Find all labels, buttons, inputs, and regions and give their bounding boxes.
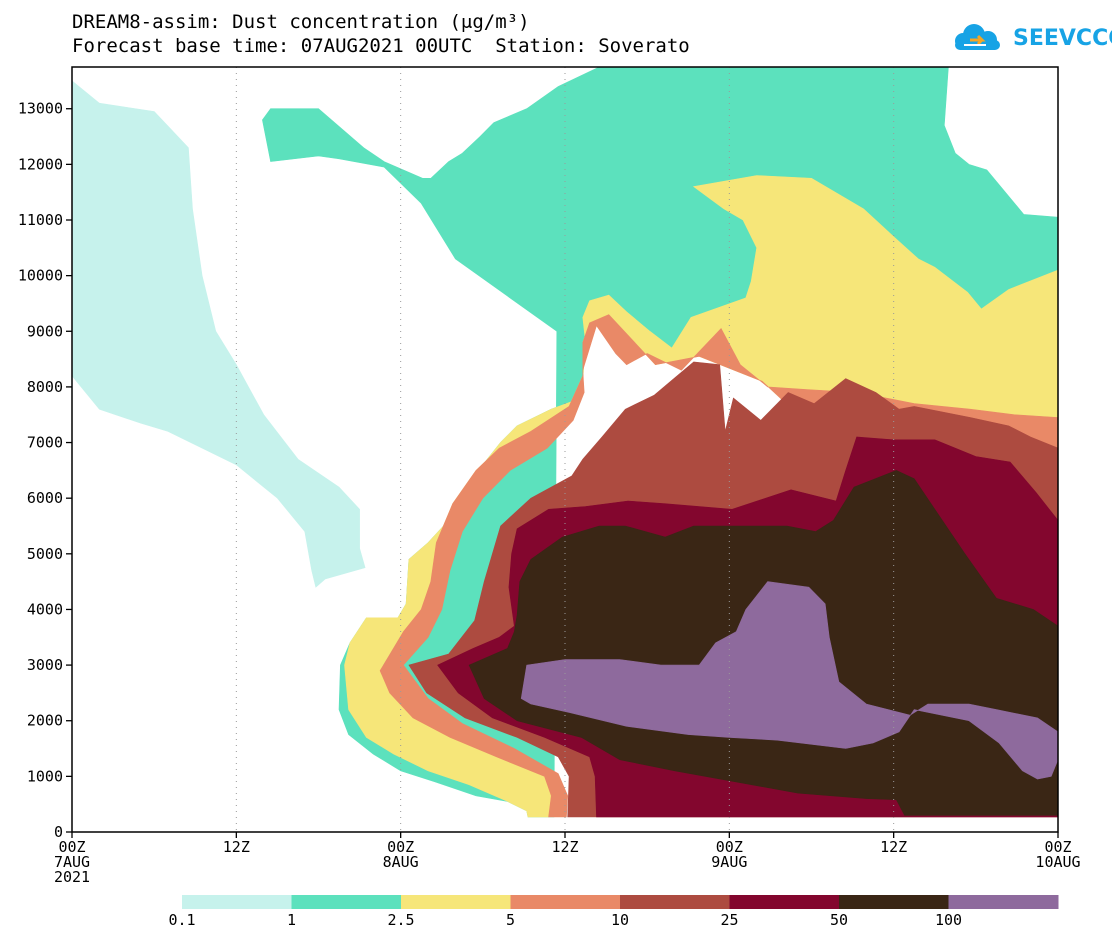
colorbar-swatch — [948, 895, 1059, 909]
y-tick-label: 7000 — [27, 434, 63, 452]
y-tick-label: 5000 — [27, 545, 63, 563]
x-tick-label: 00Z — [58, 838, 85, 856]
x-tick-label: 12Z — [880, 838, 907, 856]
colorbar-label: 1 — [287, 911, 296, 929]
x-tick-label: 2021 — [54, 868, 90, 886]
y-tick-label: 3000 — [27, 656, 63, 674]
x-tick-label: 00Z — [387, 838, 414, 856]
colorbar-swatch — [182, 895, 292, 909]
colorbar-swatch — [401, 895, 511, 909]
contour-region-level-0-0 — [72, 80, 366, 588]
y-tick-label: 0 — [54, 823, 63, 841]
cloud-icon — [955, 24, 1000, 50]
y-tick-label: 4000 — [27, 600, 63, 618]
x-tick-label: 12Z — [223, 838, 250, 856]
y-tick-label: 10000 — [18, 267, 63, 285]
y-tick-label: 1000 — [27, 767, 63, 785]
seevccc-logo-text: SEEVCCC — [1013, 26, 1112, 51]
colorbar-label: 50 — [830, 911, 848, 929]
contour-regions — [72, 67, 1058, 818]
colorbar-swatch — [510, 895, 621, 909]
colorbar-swatch — [291, 895, 402, 909]
x-tick-label: 8AUG — [383, 853, 419, 871]
y-axis: 0 1000 2000 3000 4000 5000 6000 7000 8000 9000 100… — [18, 100, 72, 841]
y-tick-label: 13000 — [18, 100, 63, 118]
y-tick-label: 6000 — [27, 489, 63, 507]
colorbar-label: 10 — [611, 911, 629, 929]
y-tick-label: 12000 — [18, 155, 63, 173]
colorbar-swatch — [620, 895, 730, 909]
y-tick-label: 2000 — [27, 712, 63, 730]
colorbar-label: 2.5 — [387, 911, 414, 929]
y-tick-label: 8000 — [27, 378, 63, 396]
x-tick-label: 00Z — [1044, 838, 1071, 856]
colorbar-label: 0.1 — [168, 911, 195, 929]
seevccc-logo — [955, 24, 1000, 50]
x-tick-label: 10AUG — [1035, 853, 1080, 871]
colorbar: 0.1 1 2.5 5 10 25 50 100 — [168, 895, 1059, 929]
colorbar-swatch — [729, 895, 840, 909]
colorbar-label: 25 — [720, 911, 738, 929]
colorbar-label: 5 — [506, 911, 515, 929]
chart-title: DREAM8-assim: Dust concentration (μg/m³) — [72, 11, 530, 33]
chart-subtitle: Forecast base time: 07AUG2021 00UTC Stat… — [72, 35, 690, 57]
x-tick-label: 9AUG — [711, 853, 747, 871]
y-tick-label: 9000 — [27, 322, 63, 340]
colorbar-swatch — [839, 895, 949, 909]
x-tick-label: 7AUG — [54, 853, 90, 871]
contour-region-level-7-7 — [520, 581, 1058, 780]
colorbar-label: 100 — [935, 911, 962, 929]
y-tick-label: 11000 — [18, 211, 63, 229]
x-tick-label: 12Z — [551, 838, 578, 856]
x-tick-label: 00Z — [716, 838, 743, 856]
